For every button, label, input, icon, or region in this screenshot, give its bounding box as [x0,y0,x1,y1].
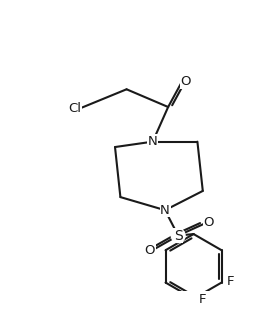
Text: Cl: Cl [69,102,81,115]
Text: N: N [148,135,158,148]
Text: F: F [227,275,235,288]
Circle shape [171,229,185,243]
Text: F: F [199,293,207,306]
Text: O: O [204,216,214,229]
Text: O: O [144,244,155,257]
Text: N: N [160,204,170,217]
Text: O: O [181,75,191,88]
Text: S: S [174,229,183,243]
